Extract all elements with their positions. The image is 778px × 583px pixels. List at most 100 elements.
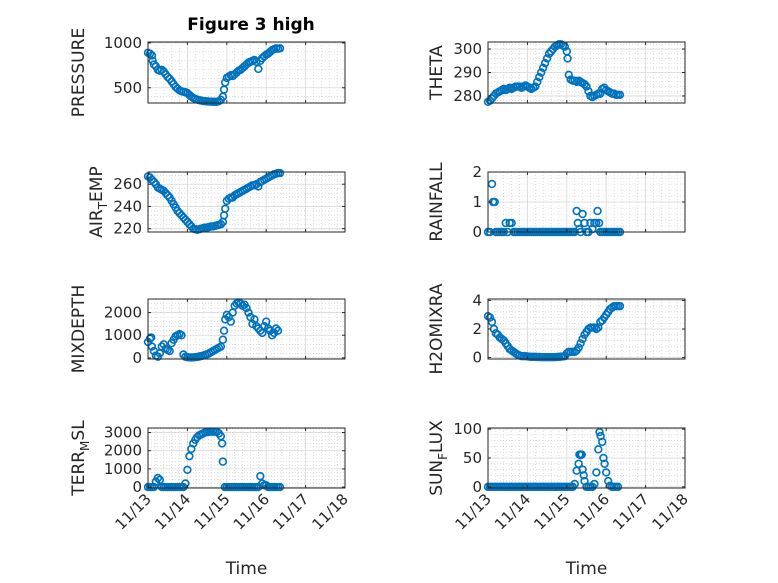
data-point <box>563 54 572 63</box>
data-point <box>564 70 573 80</box>
data-point <box>599 453 608 463</box>
data-point <box>593 206 602 216</box>
subplot-pressure: 500 1000 PRESSURE <box>69 28 346 117</box>
data-point <box>535 72 544 82</box>
data-point <box>536 68 546 77</box>
data-point <box>501 218 510 228</box>
data-point <box>267 331 277 340</box>
data-point <box>217 439 227 448</box>
y-tick-label: 1000 <box>104 34 142 52</box>
data-point <box>216 220 226 229</box>
y-axis-label: THETA <box>427 45 447 101</box>
data-point <box>254 182 263 191</box>
y-tick-label: 2 <box>472 320 482 338</box>
data-point <box>147 51 157 60</box>
y-tick-label: 500 <box>113 79 142 97</box>
axes-box <box>147 427 346 489</box>
data-point <box>540 58 550 68</box>
data-point <box>183 465 192 475</box>
data-point <box>595 427 604 437</box>
data-point <box>594 445 603 454</box>
y-tick-label: 220 <box>113 220 142 238</box>
data-point <box>592 468 601 477</box>
y-axis-label-subscript: T <box>96 201 110 210</box>
data-point <box>531 82 540 91</box>
data-point <box>582 82 591 91</box>
subplot-mixdepth: 0 1000 2000 MIXDEPTH <box>69 285 346 373</box>
y-axis-label-main: AIR <box>87 209 107 238</box>
figure-title: Figure 3 high <box>187 15 315 35</box>
y-tick-label: 0 <box>132 349 142 367</box>
data-point <box>542 54 552 63</box>
data-point <box>218 457 228 466</box>
data-point <box>218 335 228 344</box>
data-point <box>221 78 230 87</box>
data-point <box>147 342 157 351</box>
y-axis-label-subscript: F <box>436 453 450 460</box>
data-point <box>258 479 267 488</box>
data-point <box>242 303 251 313</box>
data-point <box>263 324 273 333</box>
x-axis-label: Time <box>565 559 608 579</box>
data-point <box>149 60 159 69</box>
data-point <box>252 57 261 66</box>
data-point <box>578 209 587 219</box>
data-point <box>273 326 283 335</box>
y-axis-label-rest: LUX <box>427 420 447 453</box>
data-point <box>219 326 229 335</box>
data-point <box>153 473 163 483</box>
data-point <box>533 77 542 87</box>
data-point <box>507 218 516 228</box>
data-point <box>596 89 605 98</box>
data-point <box>615 301 625 311</box>
data-point <box>145 49 155 58</box>
data-point <box>275 482 285 492</box>
y-tick-label: 4 <box>472 291 482 309</box>
data-point <box>181 479 190 488</box>
y-tick-label: 100 <box>453 420 482 438</box>
data-point <box>275 44 285 53</box>
data-point <box>149 177 159 187</box>
subplot-h2omixra: 0 2 4 H2OMIXRA <box>427 283 686 375</box>
data-point <box>221 204 230 213</box>
y-tick-label: 240 <box>113 197 142 215</box>
data-point <box>487 179 497 189</box>
data-point <box>487 317 497 327</box>
axes-box <box>147 298 346 360</box>
data-point <box>598 437 607 447</box>
y-axis-label: H2OMIXRA <box>427 283 447 374</box>
data-point <box>592 218 601 228</box>
data-point <box>490 197 499 207</box>
data-point <box>271 324 281 333</box>
y-tick-label: 300 <box>453 40 482 58</box>
y-tick-label: 0 <box>472 223 482 241</box>
data-point <box>580 218 589 228</box>
y-axis-label: RAINFALL <box>427 162 447 242</box>
y-axis-label: AIRTEMP <box>87 166 110 237</box>
y-axis-label: TERRMSL <box>69 420 92 497</box>
y-tick-label: 2000 <box>104 442 142 460</box>
data-point <box>600 459 609 468</box>
data-point <box>590 479 599 489</box>
subplot-theta: 280 290 300 THETA <box>427 40 686 107</box>
data-point <box>159 340 168 349</box>
data-point <box>538 63 548 73</box>
data-point <box>574 459 583 468</box>
y-axis-label-subscript: M <box>78 441 92 451</box>
data-point <box>226 317 235 326</box>
subplot-rainfall: 0 1 2 RAINFALL <box>427 162 686 242</box>
data-point <box>155 475 165 485</box>
data-point <box>603 476 613 486</box>
axes-background <box>148 172 345 232</box>
y-axis-label-main: SUN <box>427 460 447 496</box>
y-tick-label: 2000 <box>104 304 142 322</box>
y-axis-label: PRESSURE <box>69 28 89 117</box>
data-point <box>244 308 253 317</box>
data-point <box>576 339 585 348</box>
y-axis-label-rest: SL <box>69 420 89 441</box>
y-tick-label: 260 <box>113 175 142 193</box>
data-point <box>577 450 586 459</box>
